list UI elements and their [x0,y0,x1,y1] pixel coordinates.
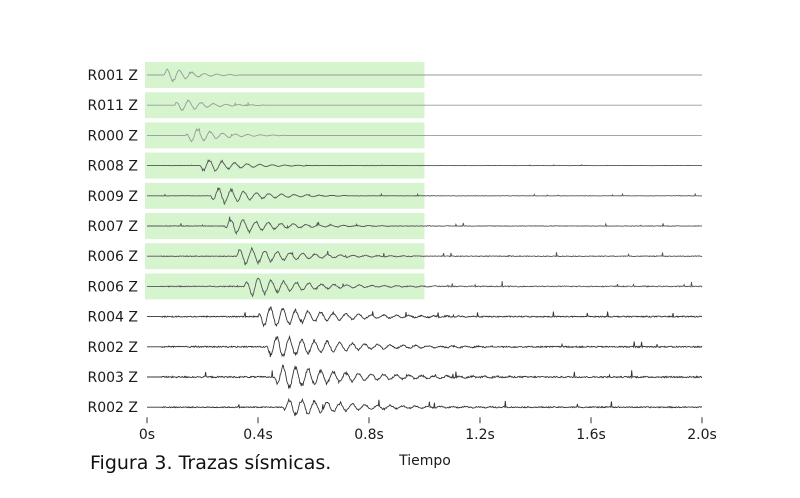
trace-label: R004 Z [88,310,139,326]
trace-group [147,68,703,417]
trace-line [147,216,703,236]
x-axis-label: Tiempo [398,453,451,469]
trace-line [147,306,703,328]
trace-label: R011 Z [88,98,139,114]
trace-line [147,277,703,298]
trace-line [147,99,702,112]
trace-label: R000 Z [88,128,139,144]
trace-label: R001 Z [88,68,139,84]
trace-label: R006 Z [88,249,139,265]
trace-label: R002 Z [88,400,139,416]
trace-label: R006 Z [88,279,139,295]
trace-line [147,364,703,389]
trace-line [147,334,703,358]
trace-line [147,187,703,206]
trace-line [147,397,703,417]
x-tick-label: 0s [139,427,155,443]
trace-label-group: R001 Z R011 Z R000 Z R008 Z R009 Z R007 Z R006… [88,68,139,416]
x-tick-label: 1.6s [576,427,606,443]
trace-line [147,127,702,143]
x-axis: 0s 0.4s 0.8s 1.2s 1.6s 2.0s [139,417,717,443]
trace-line [147,246,703,266]
trace-label: R007 Z [88,219,139,235]
x-tick-label: 2.0s [687,427,717,443]
x-tick-label: 1.2s [465,427,495,443]
trace-label: R009 Z [88,189,139,205]
figure-caption: Figura 3. Trazas sísmicas. [90,452,332,474]
x-tick-label: 0.4s [243,427,273,443]
trace-label: R003 Z [88,370,139,386]
x-tick-label: 0.8s [354,427,384,443]
trace-label: R002 Z [88,340,139,356]
trace-label: R008 Z [88,159,139,175]
trace-line [147,159,702,173]
trace-line [147,68,702,83]
highlight-window [145,62,425,300]
